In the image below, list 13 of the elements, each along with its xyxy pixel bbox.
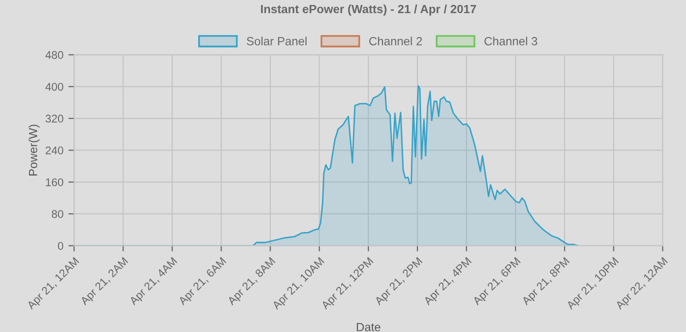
y-axis-title: Power(W) bbox=[28, 124, 40, 176]
chart-title: Instant ePower (Watts) - 21 / Apr / 2017 bbox=[261, 4, 476, 16]
legend-label: Solar Panel bbox=[246, 36, 307, 46]
y-tick-label: 320 bbox=[46, 114, 64, 123]
y-tick-label: 240 bbox=[46, 146, 64, 154]
legend-label: Channel 3 bbox=[484, 36, 538, 46]
y-tick-label: 0 bbox=[58, 242, 64, 250]
y-tick-label: 80 bbox=[52, 210, 64, 218]
y-tick-label: 400 bbox=[45, 82, 64, 91]
y-tick-label: 480 bbox=[45, 51, 64, 59]
legend-label: Channel 2 bbox=[369, 36, 422, 46]
x-axis-title: Date bbox=[356, 323, 380, 332]
y-tick-label: 160 bbox=[46, 178, 64, 186]
